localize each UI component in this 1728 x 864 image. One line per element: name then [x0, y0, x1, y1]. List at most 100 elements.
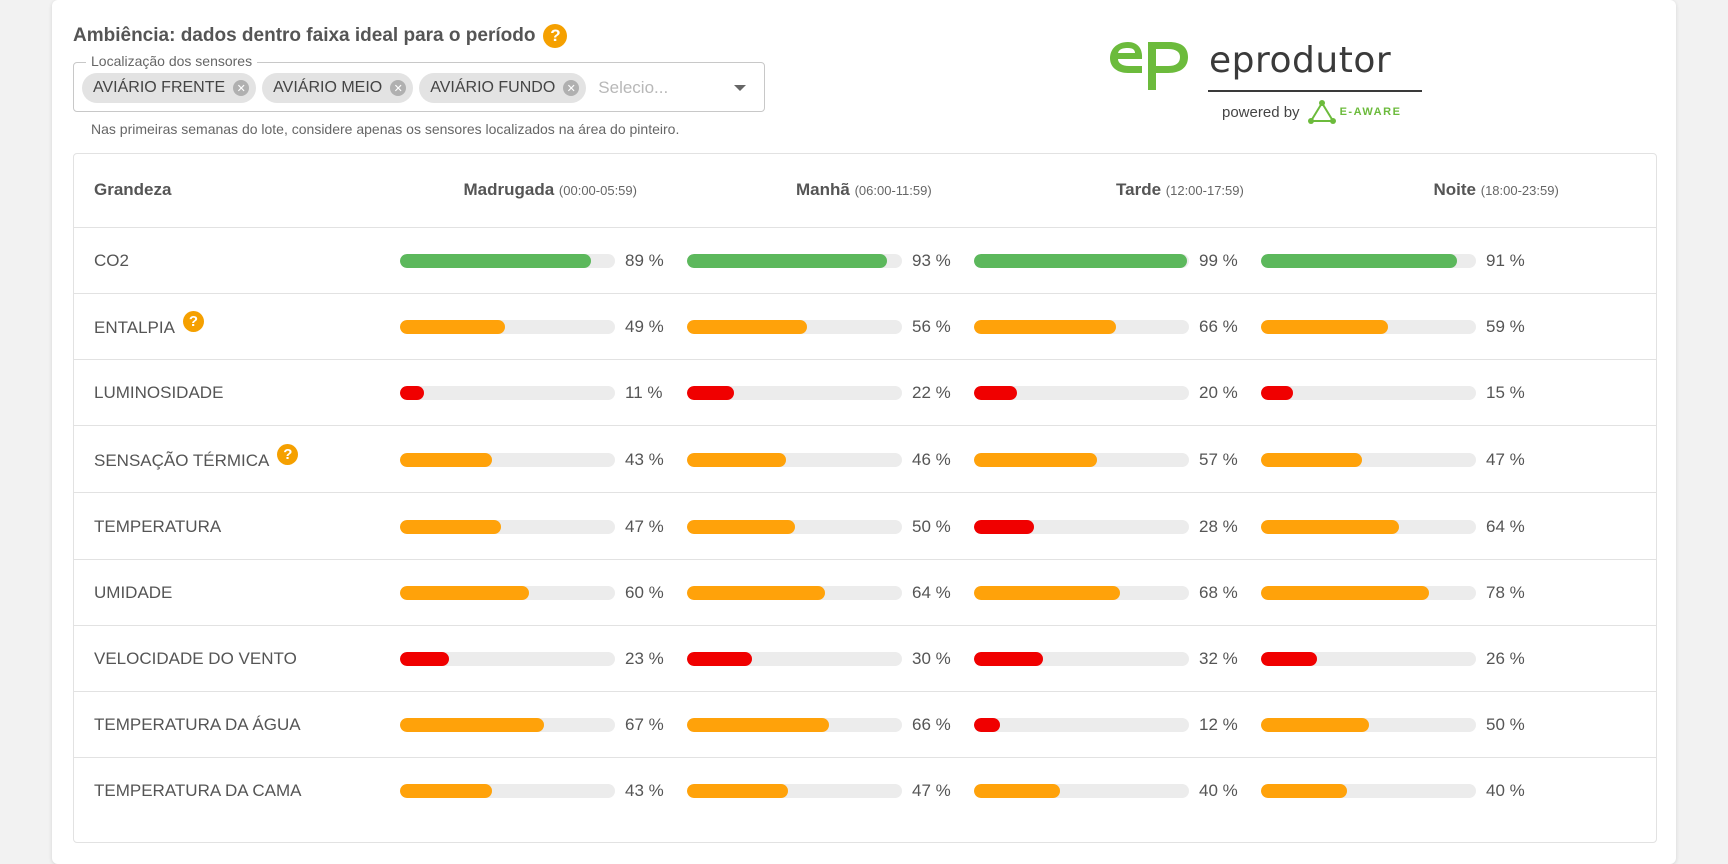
progress-cell: 12 %	[974, 715, 1238, 735]
table-row: TEMPERATURA DA CAMA 43 % 47 % 40 % 40 %	[74, 758, 1656, 824]
percent-value: 91 %	[1486, 251, 1525, 270]
row-label: VELOCIDADE DO VENTO	[94, 649, 297, 669]
column-header-range: (06:00-11:59)	[854, 183, 932, 198]
percent-value: 78 %	[1486, 583, 1525, 602]
percent-value: 66 %	[1199, 317, 1238, 336]
percent-value: 56 %	[912, 317, 951, 336]
percent-value: 11 %	[625, 383, 663, 402]
progress-bar	[1261, 586, 1476, 600]
sensor-location-select[interactable]: Localização dos sensores AVIÁRIO FRENTE ✕…	[73, 53, 765, 112]
eaware-text: E-AWARE	[1339, 106, 1402, 118]
progress-cell: 89 %	[400, 251, 664, 271]
progress-fill	[400, 386, 424, 400]
progress-bar	[687, 718, 902, 732]
progress-cell: 64 %	[687, 583, 951, 603]
progress-fill	[687, 453, 786, 467]
progress-fill	[1261, 586, 1429, 600]
column-header-1: Manhã (06:00-11:59)	[796, 180, 932, 200]
chevron-down-icon[interactable]	[734, 85, 746, 91]
percent-value: 66 %	[912, 715, 951, 734]
percent-value: 47 %	[912, 781, 951, 800]
powered-by: powered by E-AWARE	[1222, 100, 1401, 124]
row-label: TEMPERATURA DA CAMA	[94, 781, 302, 801]
progress-bar	[1261, 784, 1476, 798]
sensor-chip[interactable]: AVIÁRIO FRENTE ✕	[82, 73, 257, 103]
percent-value: 22 %	[912, 383, 951, 402]
progress-fill	[687, 254, 887, 268]
column-header-grandeza: Grandeza	[94, 180, 172, 199]
percent-value: 43 %	[625, 781, 664, 800]
progress-bar	[1261, 254, 1476, 268]
percent-value: 64 %	[912, 583, 951, 602]
column-header-3: Noite (18:00-23:59)	[1434, 180, 1559, 200]
progress-cell: 93 %	[687, 251, 951, 271]
progress-fill	[974, 453, 1097, 467]
percent-value: 40 %	[1486, 781, 1525, 800]
progress-cell: 40 %	[1261, 781, 1525, 801]
percent-value: 46 %	[912, 450, 951, 469]
table-row: UMIDADE 60 % 64 % 68 % 78 %	[74, 560, 1656, 626]
percent-value: 40 %	[1199, 781, 1238, 800]
progress-bar	[974, 718, 1189, 732]
progress-bar	[974, 586, 1189, 600]
progress-fill	[1261, 784, 1347, 798]
progress-cell: 47 %	[1261, 450, 1525, 470]
progress-cell: 47 %	[400, 517, 664, 537]
progress-cell: 60 %	[400, 583, 664, 603]
page-title: Ambiência: dados dentro faixa ideal para…	[73, 24, 568, 48]
sensor-select-placeholder[interactable]: Selecio...	[598, 78, 669, 97]
progress-fill	[974, 652, 1043, 666]
row-label: TEMPERATURA DA ÁGUA	[94, 715, 301, 735]
remove-chip-icon[interactable]: ✕	[563, 80, 580, 96]
percent-value: 20 %	[1199, 383, 1238, 402]
logo-divider	[1208, 90, 1422, 92]
progress-bar	[974, 320, 1189, 334]
progress-bar	[974, 520, 1189, 534]
sensor-location-label: Localização dos sensores	[86, 53, 258, 69]
table-row: TEMPERATURA DA ÁGUA 67 % 66 % 12 % 50 %	[74, 692, 1656, 758]
table-row: CO2 89 % 93 % 99 % 91 %	[74, 228, 1656, 294]
remove-chip-icon[interactable]: ✕	[233, 80, 250, 96]
page-title-text: Ambiência: dados dentro faixa ideal para…	[73, 25, 536, 46]
row-label-text: TEMPERATURA DA CAMA	[94, 781, 302, 800]
progress-fill	[687, 586, 825, 600]
percent-value: 93 %	[912, 251, 951, 270]
progress-cell: 59 %	[1261, 317, 1525, 337]
progress-fill	[400, 453, 493, 467]
progress-bar	[687, 652, 902, 666]
ambiencia-table: Grandeza Madrugada (00:00-05:59) Manhã (0…	[73, 153, 1657, 843]
row-label-text: TEMPERATURA DA ÁGUA	[94, 715, 301, 734]
remove-chip-icon[interactable]: ✕	[390, 80, 407, 96]
progress-fill	[687, 386, 735, 400]
table-row: VELOCIDADE DO VENTO 23 % 30 % 32 % 26 %	[74, 626, 1656, 692]
percent-value: 60 %	[625, 583, 664, 602]
sensor-chip[interactable]: AVIÁRIO FUNDO ✕	[419, 73, 587, 103]
sensor-chip-label: AVIÁRIO FRENTE	[93, 79, 226, 96]
progress-fill	[687, 652, 752, 666]
progress-cell: 30 %	[687, 649, 951, 669]
progress-fill	[974, 254, 1187, 268]
help-icon[interactable]: ?	[182, 311, 204, 332]
progress-cell: 68 %	[974, 583, 1238, 603]
progress-fill	[687, 718, 829, 732]
row-label-text: TEMPERATURA	[94, 517, 222, 536]
sensor-helper-text: Nas primeiras semanas do lote, considere…	[91, 121, 680, 137]
progress-cell: 50 %	[687, 517, 951, 537]
row-label: CO2	[94, 251, 129, 271]
progress-cell: 66 %	[974, 317, 1238, 337]
progress-fill	[400, 784, 493, 798]
percent-value: 12 %	[1199, 715, 1238, 734]
progress-cell: 64 %	[1261, 517, 1525, 537]
logo-wordmark: eprodutor	[1209, 40, 1392, 81]
progress-bar	[400, 453, 615, 467]
help-icon[interactable]: ?	[543, 24, 568, 48]
ep-logo-icon	[1110, 42, 1188, 90]
sensor-chip[interactable]: AVIÁRIO MEIO ✕	[262, 73, 414, 103]
percent-value: 64 %	[1486, 517, 1525, 536]
help-icon[interactable]: ?	[277, 444, 299, 465]
table-row: LUMINOSIDADE 11 % 22 % 20 % 15 %	[74, 360, 1656, 426]
column-header-name: Manhã	[796, 180, 850, 199]
progress-cell: 57 %	[974, 450, 1238, 470]
percent-value: 43 %	[625, 450, 664, 469]
progress-fill	[687, 784, 789, 798]
